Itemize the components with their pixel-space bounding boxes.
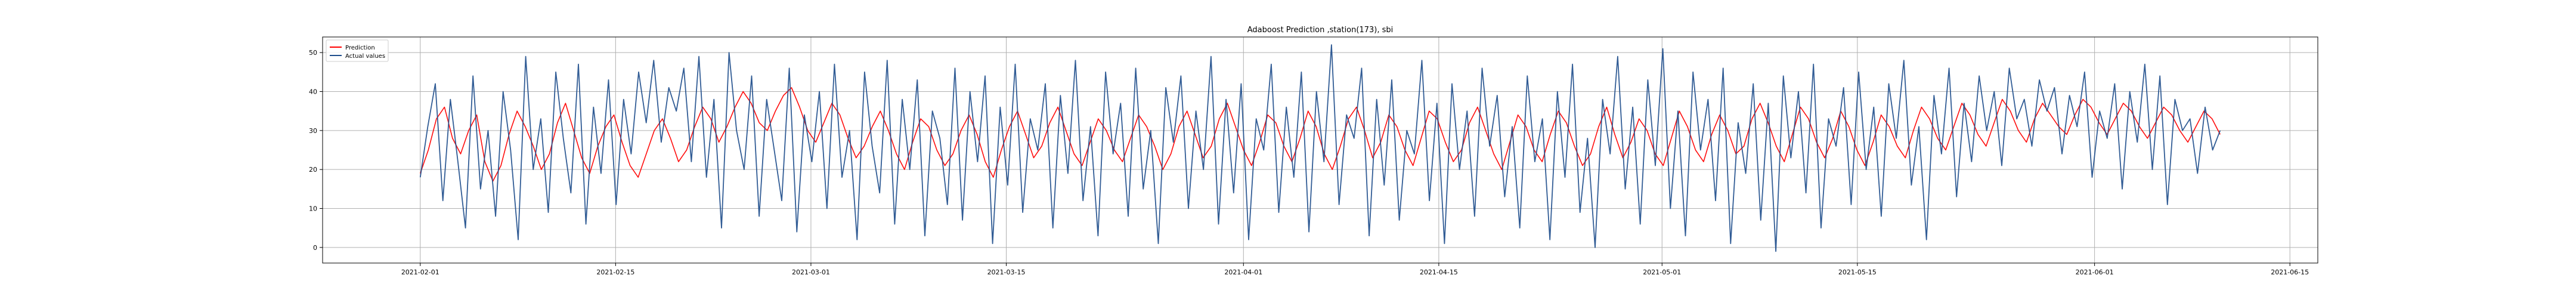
y-tick-label: 30	[309, 127, 317, 135]
y-tick-label: 20	[309, 166, 317, 174]
x-tick-label: 2021-03-15	[987, 268, 1026, 276]
x-tick-label: 2021-06-15	[2271, 268, 2309, 276]
legend: Prediction Actual values	[326, 39, 389, 62]
grid-layer	[323, 37, 2318, 263]
x-tick-label: 2021-05-15	[1838, 268, 1877, 276]
x-tick-label: 2021-04-15	[1420, 268, 1458, 276]
plot-frame	[322, 36, 2318, 264]
x-tick-label: 2021-03-01	[792, 268, 830, 276]
series-line	[419, 44, 2221, 252]
x-tick-label: 2021-02-01	[401, 268, 439, 276]
y-tick-label: 50	[309, 49, 317, 57]
legend-label: Prediction	[345, 45, 375, 51]
y-tick-label: 0	[313, 244, 317, 252]
y-tick-label: 10	[309, 205, 317, 213]
x-tick-label: 2021-04-01	[1224, 268, 1262, 276]
x-tick-label: 2021-06-01	[2076, 268, 2114, 276]
legend-label: Actual values	[345, 53, 385, 60]
x-tick-label: 2021-02-15	[596, 268, 634, 276]
x-tick-label: 2021-05-01	[1643, 268, 1681, 276]
series-layer	[419, 44, 2221, 252]
y-tick-label: 40	[309, 88, 317, 95]
series-line	[420, 87, 2221, 182]
chart-title: Adaboost Prediction ,station(173), sbi	[1247, 26, 1394, 35]
axes-layer: 0 10 20 30 40 50 2021-02-01 2021-02-15 2021-03-0…	[309, 36, 2318, 276]
